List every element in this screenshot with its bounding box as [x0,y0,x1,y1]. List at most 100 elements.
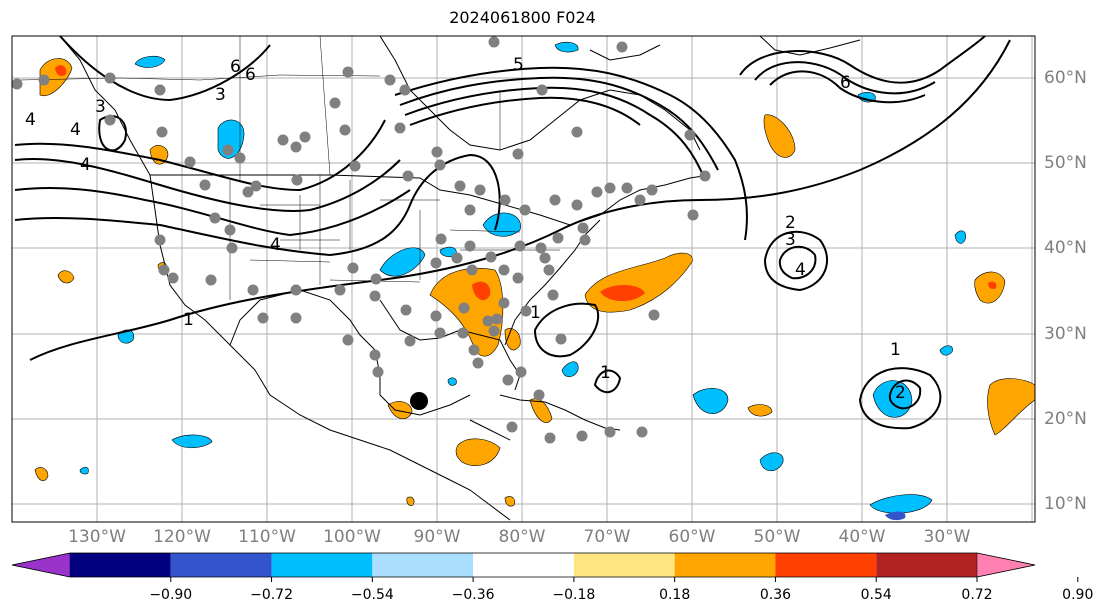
contour-label: 1 [600,363,611,383]
station-dot [154,234,166,246]
station-dot [458,302,470,314]
station-dot [404,335,416,347]
latitude-label: 50°N [1044,153,1087,173]
colorbar-extend-max [976,552,1036,578]
colorbar-tick-label: 0.90 [1062,587,1094,603]
station-dot [636,426,648,438]
station-dot [604,182,616,194]
station-dot [199,179,211,191]
station-dot [431,146,443,158]
station-dot [290,312,302,324]
station-dot [515,366,527,378]
observation-stations [12,36,711,444]
station-dot [342,66,354,78]
station-dot [369,349,381,361]
anomaly-contours [14,36,1011,430]
longitude-label: 100°W [323,527,381,547]
station-dot [544,432,556,444]
negative-anomaly-shading [79,41,966,514]
station-dot [552,232,564,244]
longitude-label: 130°W [68,527,126,547]
contour-label: 6 [840,73,851,93]
station-dot [533,389,545,401]
colorbar-tick-label: 0.54 [860,587,892,603]
longitude-label: 50°W [753,527,801,547]
colorbar-segment [674,553,776,577]
colorbar [11,552,1079,582]
station-dot [184,156,196,168]
station-dot [520,305,532,317]
station-dot [205,274,217,286]
station-dot [499,194,511,206]
station-dot [430,257,442,269]
station-dot [339,124,351,136]
station-dot [290,141,302,153]
colorbar-tick-label: 0.18 [659,587,691,603]
station-dot [485,251,497,263]
contour-label: 3 [215,85,226,105]
latitude-label: 40°N [1044,238,1087,258]
station-dot [699,170,711,182]
station-dot [277,134,289,146]
station-dot [472,357,484,369]
station-dot [369,290,381,302]
station-dot [464,204,476,216]
colorbar-segment [473,553,574,577]
station-dot [158,264,170,276]
map-background [12,36,1035,522]
contour-label: 2 [785,213,796,233]
storm-center-marker [410,392,428,410]
station-dot [579,234,591,246]
contour-label: 3 [785,230,796,250]
station-dot [543,264,555,276]
station-dot [498,264,510,276]
contour-label: 1 [890,340,901,360]
colorbar-segment [876,553,977,577]
station-dot [621,182,633,194]
station-dot [435,233,447,245]
station-dot [290,284,302,296]
colorbar-tick-label: 0.72 [961,587,993,603]
station-dot [209,212,221,224]
station-dot [687,209,699,221]
station-dot [430,310,442,322]
station-dot [454,180,466,192]
station-dot [12,78,23,90]
contour-label: 1 [183,310,194,330]
station-dot [536,84,548,96]
station-dot [347,262,359,274]
station-dot [502,374,514,386]
station-dot [577,222,589,234]
station-dot [457,327,469,339]
station-dot [684,129,696,141]
station-dot [498,297,510,309]
station-dot [226,242,238,254]
station-dot [167,272,179,284]
station-dot [234,152,246,164]
colorbar-segment [775,553,877,577]
station-dot [400,304,412,316]
station-dot [370,273,382,285]
station-dot [506,421,518,433]
colorbar-segment [170,553,272,577]
colorbar-outline [11,552,1036,578]
contour-label: 1 [530,303,541,323]
station-dot [394,122,406,134]
station-dot [372,366,384,378]
contour-label: 4 [70,120,81,140]
contour-label: 6 [230,57,241,77]
station-dot [384,74,396,86]
contour-label: 4 [80,155,91,175]
longitude-label: 60°W [668,527,716,547]
station-dot [329,97,341,109]
station-dot [604,426,616,438]
station-dot [247,284,259,296]
station-dot [334,284,346,296]
station-dot [539,252,551,264]
station-dot [547,289,559,301]
station-dot [474,184,486,196]
station-dot [576,430,588,442]
station-dot [342,334,354,346]
